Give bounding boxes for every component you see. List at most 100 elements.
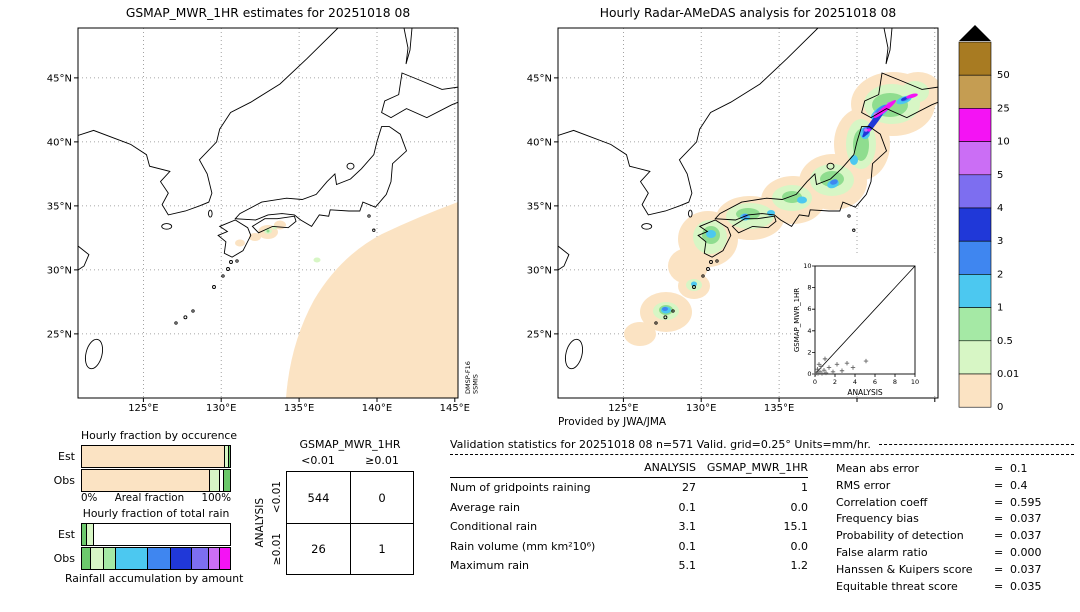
colorbar-segment [958,41,992,76]
total-rain-title: Hourly fraction of total rain [82,507,230,520]
occurrence-est-row: Est [45,444,231,468]
total-rain-obs-row: Obs [45,546,231,570]
axis-min-label: 0% [81,492,98,504]
colorbar-segment [958,74,992,109]
table-row: Rain volume (mm km²10⁶) 0.1 0.0 [450,539,808,553]
svg-text:25: 25 [997,103,1010,114]
left-precipitation-overlay [235,202,458,398]
svg-text:1: 1 [997,303,1003,314]
lat-label: 30°N [527,265,552,276]
scatter-points [813,356,869,376]
row-label: Est [58,527,75,541]
svg-text:6: 6 [873,378,877,386]
fraction-charts: Hourly fraction by occurence Est Obs 0% … [45,429,244,585]
lon-label: 135°E [284,403,314,414]
colorbar-segment [958,373,992,408]
table-row: Maximum rain 5.1 1.2 [450,559,808,573]
svg-text:0.5: 0.5 [997,336,1013,347]
svg-text:10: 10 [803,262,811,270]
one-to-one-line [814,265,916,375]
occurrence-title: Hourly fraction by occurence [81,429,237,442]
lon-label: 130°E [206,403,236,414]
dashed-rule [878,444,1074,445]
svg-text:4: 4 [997,203,1003,214]
validation-statistics: Validation statistics for 20251018 08 n=… [450,438,1074,595]
contingency-cell: 1 [350,523,414,575]
sensor-side-label: DMSP-F16SSMIS [464,361,480,394]
validation-table-header: ANALYSIS GSMAP_MWR_1HR [450,461,808,478]
lat-label: 30°N [47,265,72,276]
svg-text:6: 6 [807,305,811,313]
lat-label: 35°N [527,201,552,212]
lon-label: 140°E [362,403,392,414]
left-map: GSMAP_MWR_1HR estimates for 20251018 08 … [47,6,480,414]
contingency-col-label: ≥0.01 [365,454,399,467]
contingency-col-label: <0.01 [301,454,335,467]
lat-label: 25°N [527,329,552,340]
svg-text:2: 2 [833,378,837,386]
right-map-title: Hourly Radar-AMeDAS analysis for 2025101… [600,6,896,20]
inset-tick-labels: 0 2 4 6 8 10 0 2 4 6 8 10 [803,262,919,386]
lon-label: 145°E [440,403,470,414]
lon-label: 125°E [608,403,638,414]
colorbar-segment [958,340,992,375]
inset-scatter-plot: 0 2 4 6 8 10 0 2 4 6 8 10 GSMAP_MWR_1HR … [792,256,936,397]
metric-row: False alarm ratio = 0.000 [836,545,1042,559]
metric-row: Equitable threat score = 0.035 [836,579,1042,593]
lat-label: 45°N [527,73,552,84]
svg-text:50: 50 [997,70,1010,81]
svg-text:4: 4 [853,378,857,386]
contingency-cell: 544 [286,471,350,523]
table-row: Num of gridpoints raining 27 1 [450,481,808,495]
total-rain-est-bar [81,522,231,546]
svg-text:0.01: 0.01 [997,369,1019,380]
inset-xlabel: ANALYSIS [847,388,883,397]
svg-text:0: 0 [807,370,811,378]
occurrence-obs-row: Obs [45,468,231,492]
row-label: Obs [53,473,75,487]
validation-table: ANALYSIS GSMAP_MWR_1HR Num of gridpoints… [450,461,808,595]
row-label: Obs [53,551,75,565]
metric-row: Hanssen & Kuipers score = 0.037 [836,562,1042,576]
lat-label: 40°N [527,137,552,148]
contingency-row-axis: ANALYSIS [254,498,266,548]
svg-text:2: 2 [997,269,1003,280]
svg-text:3: 3 [997,236,1003,247]
col-header-gsmap: GSMAP_MWR_1HR [706,461,808,474]
inset-ylabel: GSMAP_MWR_1HR [793,288,801,352]
validation-header: Validation statistics for 20251018 08 n=… [450,438,1074,451]
svg-text:0: 0 [997,402,1003,413]
contingency-row-label: ≥0.01 [271,532,283,566]
contingency-title: GSMAP_MWR_1HR [299,438,401,451]
lat-label: 35°N [47,201,72,212]
contingency-row-label: <0.01 [271,480,283,514]
svg-text:0: 0 [813,378,817,386]
colorbar: 50 25 10 5 4 3 2 1 0.5 0.01 0 [958,25,1019,413]
right-map: Hourly Radar-AMeDAS analysis for 2025101… [527,6,939,428]
total-rain-obs-bar [81,546,231,570]
validation-metrics: Mean abs error = 0.1 RMS error = 0.4 Correla… [836,461,1074,595]
axis-max-label: 100% [201,492,231,504]
lon-label: 135°E [764,403,794,414]
colorbar-segment [958,307,992,342]
total-rain-est-row: Est [45,522,231,546]
lat-label: 45°N [47,73,72,84]
row-label: Est [58,449,75,463]
axis-title: Areal fraction [114,492,185,504]
colorbar-segments [958,41,992,408]
colorbar-segment [958,174,992,209]
colorbar-segment [958,240,992,275]
colorbar-segment [958,274,992,308]
credit-label: Provided by JWA/JMA [558,416,667,428]
table-row: Conditional rain 3.1 15.1 [450,520,808,534]
svg-text:5: 5 [997,170,1003,181]
svg-text:8: 8 [893,378,897,386]
colorbar-overflow-triangle [959,25,991,41]
occurrence-est-bar [81,444,231,468]
metric-row: Probability of detection = 0.037 [836,529,1042,543]
contingency-cell: 0 [350,471,414,523]
occurrence-axis: 0% Areal fraction 100% [81,492,231,507]
lon-label: 130°E [686,403,716,414]
metric-row: Frequency bias = 0.037 [836,512,1042,526]
